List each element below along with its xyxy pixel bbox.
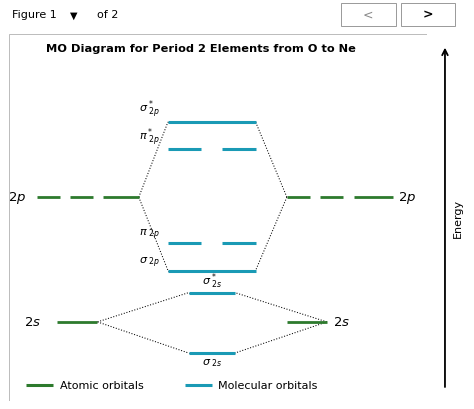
Text: $\mathit{2s}$: $\mathit{2s}$ (24, 316, 41, 328)
Text: ▼: ▼ (70, 10, 77, 20)
Text: $\sigma_{\ 2p}$: $\sigma_{\ 2p}$ (138, 255, 160, 269)
Text: $\sigma^*_{\ 2p}$: $\sigma^*_{\ 2p}$ (138, 99, 160, 121)
Text: $\pi^*_{\ 2p}$: $\pi^*_{\ 2p}$ (139, 126, 160, 148)
Text: <: < (363, 9, 374, 22)
Text: Figure 1: Figure 1 (12, 10, 56, 20)
Text: $\sigma^*_{\ 2s}$: $\sigma^*_{\ 2s}$ (201, 270, 222, 290)
Text: $\mathit{2p}$: $\mathit{2p}$ (398, 190, 417, 206)
Text: MO Diagram for Period 2 Elements from O to Ne: MO Diagram for Period 2 Elements from O … (46, 44, 356, 54)
Text: Atomic orbitals: Atomic orbitals (60, 380, 143, 391)
FancyBboxPatch shape (401, 4, 455, 27)
Text: Molecular orbitals: Molecular orbitals (218, 380, 318, 391)
FancyBboxPatch shape (341, 4, 396, 27)
Text: $\pi_{\ 2p}$: $\pi_{\ 2p}$ (139, 227, 160, 242)
Text: $\mathit{2s}$: $\mathit{2s}$ (333, 316, 350, 328)
Text: $\mathit{2p}$: $\mathit{2p}$ (8, 190, 26, 206)
Text: $\sigma_{\ 2s}$: $\sigma_{\ 2s}$ (201, 356, 222, 368)
Text: of 2: of 2 (97, 10, 118, 20)
Text: Energy: Energy (452, 198, 463, 237)
Text: >: > (422, 9, 433, 22)
